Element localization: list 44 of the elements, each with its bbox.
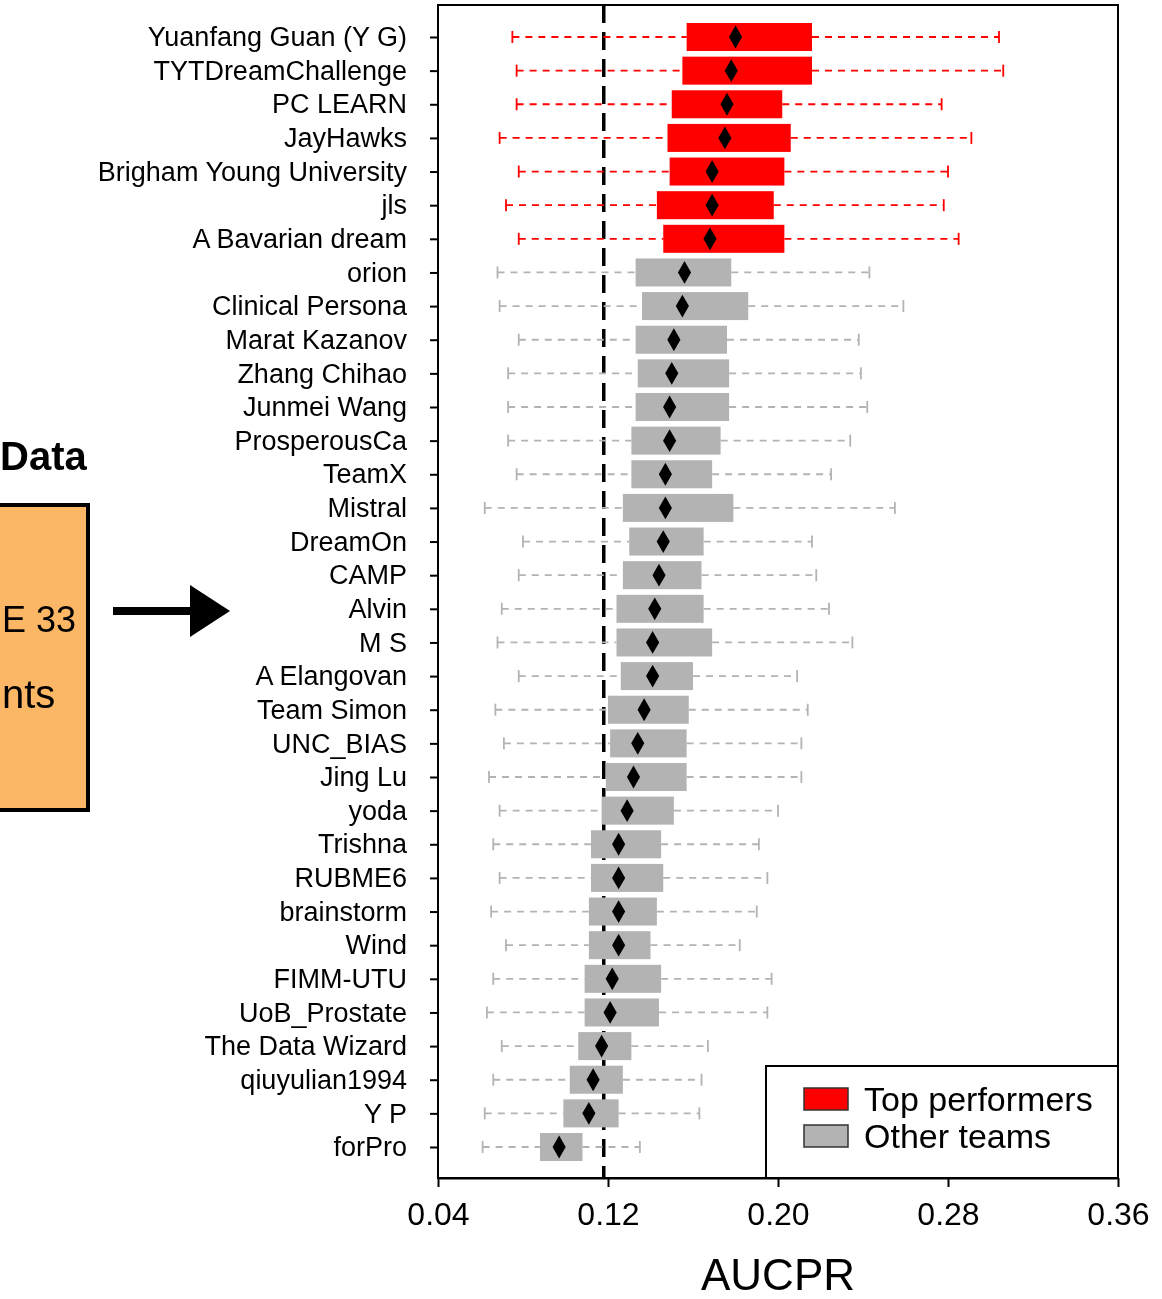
text: E 33 xyxy=(2,599,77,640)
text: nts xyxy=(2,672,56,716)
y-tick-label: TYTDreamChallenge xyxy=(153,55,407,86)
y-tick-label: The Data Wizard xyxy=(204,1031,407,1062)
y-tick-label: Mistral xyxy=(327,493,407,524)
y-tick-label: DreamOn xyxy=(289,526,407,557)
y-tick-label: PC LEARN xyxy=(271,89,407,120)
y-tick-label: Alvin xyxy=(348,593,407,624)
y-tick-label: A Bavarian dream xyxy=(192,223,407,254)
y-tick-label: TeamX xyxy=(322,459,407,490)
y-tick-label: brainstorm xyxy=(279,896,407,927)
legend-label: Top performers xyxy=(864,1079,1093,1118)
y-tick-label: Brigham Young University xyxy=(97,156,408,187)
x-tick-label: 0.36 xyxy=(1087,1196,1150,1233)
y-tick-label: yoda xyxy=(348,795,408,826)
y-tick-label: CAMP xyxy=(328,560,407,591)
y-tick-label: ProsperousCa xyxy=(234,425,408,456)
x-tick-label: 0.20 xyxy=(747,1196,810,1233)
y-tick-label: Jing Lu xyxy=(319,762,407,793)
y-tick-label: UNC_BIAS xyxy=(271,728,407,759)
x-axis-title: AUCPR xyxy=(700,1250,856,1299)
y-tick-label: Y P xyxy=(363,1098,407,1129)
y-tick-label: Marat Kazanov xyxy=(225,324,408,355)
y-tick-label: JayHawks xyxy=(283,123,407,154)
y-tick-label: Junmei Wang xyxy=(242,392,407,423)
y-tick-label: A Elangovan xyxy=(255,661,407,692)
y-tick-label: Wind xyxy=(345,930,407,961)
x-tick-label: 0.28 xyxy=(917,1196,980,1233)
y-tick-label: Trishna xyxy=(317,829,408,860)
y-tick-label: RUBME6 xyxy=(294,863,407,894)
y-tick-label: UoB_Prostate xyxy=(238,997,407,1028)
y-tick-label: orion xyxy=(346,257,407,288)
y-tick-label: forPro xyxy=(333,1132,407,1163)
y-tick-label: jls xyxy=(380,190,407,221)
y-tick-label: Yuanfang Guan (Y G) xyxy=(147,22,407,53)
y-tick-label: FIMM-UTU xyxy=(273,963,407,994)
x-tick-label: 0.12 xyxy=(577,1196,640,1233)
y-tick-label: Team Simon xyxy=(256,694,407,725)
y-tick-label: Zhang Chihao xyxy=(237,358,407,389)
y-tick-label: M S xyxy=(358,627,407,658)
y-tick-label: Clinical Persona xyxy=(211,291,408,322)
x-tick-label: 0.04 xyxy=(407,1196,470,1233)
y-tick-label: qiuyulian1994 xyxy=(240,1064,407,1095)
text: Data xyxy=(0,434,88,478)
